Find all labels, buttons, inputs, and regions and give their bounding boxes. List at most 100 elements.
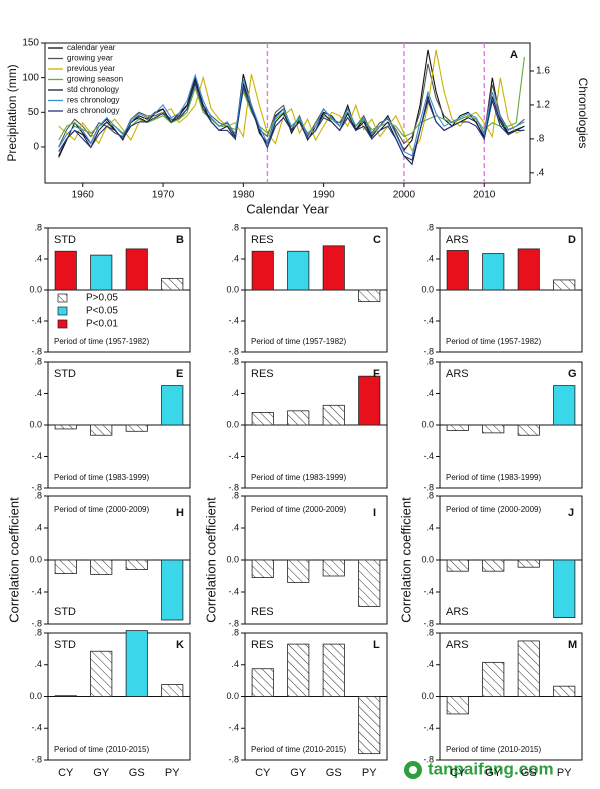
y-tick-label: 0.0 bbox=[226, 554, 239, 564]
y-tick-label: -.4 bbox=[228, 586, 239, 596]
bar bbox=[517, 248, 540, 291]
series-label: RES bbox=[251, 234, 274, 246]
legend-label: previous year bbox=[67, 64, 115, 73]
y-tick-label: -.8 bbox=[31, 618, 42, 628]
y2-tick-label: 1.2 bbox=[536, 100, 550, 111]
period-label: Period of time (1957-1982) bbox=[251, 337, 347, 346]
panel-letter: I bbox=[373, 507, 376, 519]
y-tick-label: 0.0 bbox=[226, 284, 239, 294]
y-tick-label: 0.0 bbox=[29, 419, 42, 429]
bar bbox=[161, 385, 184, 426]
y-tick-label: .8 bbox=[231, 222, 239, 232]
y-tick-label: .8 bbox=[426, 490, 434, 500]
y-tick-label: -.8 bbox=[31, 346, 42, 356]
panel-letter: H bbox=[176, 507, 184, 519]
y2-tick-label: .4 bbox=[536, 167, 545, 178]
y-tick-label: .8 bbox=[231, 627, 239, 637]
legend-label: P<0.05 bbox=[86, 306, 118, 317]
bar bbox=[358, 289, 381, 303]
legend-label: growing year bbox=[67, 54, 113, 63]
bar bbox=[322, 559, 345, 577]
period-label: Period of time (2010-2015) bbox=[446, 745, 542, 754]
bar bbox=[446, 250, 469, 291]
bar bbox=[90, 559, 113, 575]
bar bbox=[482, 559, 505, 572]
period-label: Period of time (1957-1982) bbox=[446, 337, 542, 346]
x-tick-label: CY bbox=[255, 767, 271, 779]
series-line bbox=[58, 73, 525, 157]
y-tick-label: 0.0 bbox=[421, 284, 434, 294]
bar bbox=[553, 385, 576, 426]
bar bbox=[287, 250, 310, 291]
bar bbox=[125, 559, 148, 571]
bar bbox=[482, 424, 505, 434]
bar bbox=[517, 640, 540, 697]
y-tick-label: -.4 bbox=[228, 723, 239, 733]
period-label: Period of time (2000-2009) bbox=[446, 505, 542, 514]
y-tick-label: -.4 bbox=[31, 723, 42, 733]
bar bbox=[553, 559, 576, 618]
x-tick-label: GS bbox=[521, 767, 537, 779]
bar bbox=[322, 643, 345, 697]
x-tick-label: CY bbox=[450, 767, 466, 779]
y-tick-label: 100 bbox=[22, 72, 39, 83]
y-tick-label: -.8 bbox=[228, 346, 239, 356]
period-label: Period of time (2000-2009) bbox=[54, 505, 150, 514]
series-line bbox=[58, 49, 525, 152]
y-tick-label: -.8 bbox=[228, 754, 239, 764]
x-tick-label: PY bbox=[362, 767, 377, 779]
bar bbox=[251, 250, 274, 291]
panel-letter: M bbox=[568, 639, 577, 651]
series-line bbox=[58, 63, 525, 148]
y-tick-label: 0.0 bbox=[29, 691, 42, 701]
y-tick-label: 50 bbox=[28, 107, 40, 118]
y-axis-title: Correlation coefficient bbox=[203, 497, 218, 623]
y-tick-label: -.4 bbox=[31, 586, 42, 596]
watermark-text: tanpaifang.com bbox=[428, 759, 554, 778]
y-tick-label: -.8 bbox=[31, 482, 42, 492]
bar bbox=[251, 559, 274, 579]
bar bbox=[54, 559, 77, 575]
plot-frame bbox=[44, 42, 531, 184]
panel-letter: L bbox=[373, 639, 380, 651]
x-tick-label: 2000 bbox=[393, 190, 416, 201]
bar bbox=[54, 424, 77, 430]
y-tick-label: .4 bbox=[231, 522, 239, 532]
bar bbox=[251, 411, 274, 426]
x-tick-label: GY bbox=[485, 767, 502, 779]
y-axis-title: Correlation coefficient bbox=[398, 497, 413, 623]
x-tick-label: GS bbox=[129, 767, 145, 779]
bar bbox=[322, 404, 345, 426]
bar bbox=[446, 559, 469, 572]
period-label: Period of time (2010-2015) bbox=[251, 745, 347, 754]
legend-label: P>0.05 bbox=[86, 293, 118, 304]
series-label: STD bbox=[54, 234, 76, 246]
x-tick-label: PY bbox=[165, 767, 180, 779]
series-label: RES bbox=[251, 639, 274, 651]
series-label: STD bbox=[54, 368, 76, 380]
bar bbox=[54, 250, 77, 291]
series-label: ARS bbox=[446, 368, 469, 380]
x-tick-label: 1980 bbox=[232, 190, 255, 201]
bar bbox=[54, 695, 77, 697]
y-tick-label: .8 bbox=[34, 356, 42, 366]
y-tick-label: .4 bbox=[231, 253, 239, 263]
x-axis-title: Calendar Year bbox=[246, 201, 329, 216]
y-tick-label: -.8 bbox=[228, 482, 239, 492]
x-tick-label: 1990 bbox=[313, 190, 336, 201]
x-tick-label: GS bbox=[326, 767, 342, 779]
y-axis-title: Correlation coefficient bbox=[6, 497, 21, 623]
period-label: Period of time (2010-2015) bbox=[54, 745, 150, 754]
y-tick-label: -.4 bbox=[31, 451, 42, 461]
legend-label: std chronology bbox=[67, 85, 119, 94]
y-tick-label: .4 bbox=[34, 659, 42, 669]
bar bbox=[161, 559, 184, 621]
y-tick-label: -.4 bbox=[31, 315, 42, 325]
y-tick-label: -.4 bbox=[423, 586, 434, 596]
bar bbox=[90, 650, 113, 697]
y-tick-label: -.4 bbox=[423, 315, 434, 325]
bar bbox=[358, 559, 381, 607]
bar bbox=[161, 684, 184, 697]
y-tick-label: -.4 bbox=[228, 451, 239, 461]
